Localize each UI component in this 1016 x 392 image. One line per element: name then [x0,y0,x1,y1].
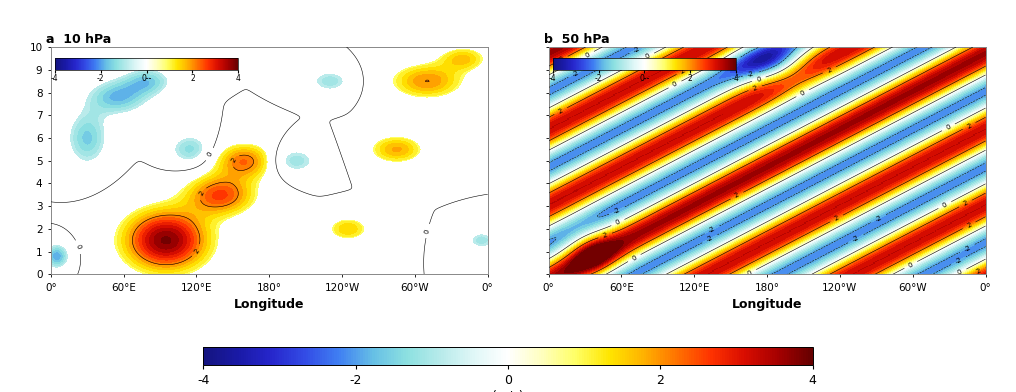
Text: 0: 0 [75,244,82,250]
Text: -2: -2 [707,225,716,234]
Text: a  10 hPa: a 10 hPa [47,33,112,46]
Text: 2: 2 [975,268,982,275]
Text: -2: -2 [571,69,580,78]
Text: -2: -2 [851,234,860,243]
Text: 2: 2 [962,200,969,207]
Text: 0: 0 [206,151,213,158]
Text: -2: -2 [747,70,755,78]
Text: 0: 0 [747,269,753,277]
Text: 0: 0 [644,53,651,60]
Text: -2: -2 [954,256,963,265]
Text: 0: 0 [631,254,638,262]
Text: -2: -2 [613,207,621,215]
Text: 2: 2 [752,85,758,92]
Text: 2: 2 [602,232,609,239]
Text: 2: 2 [680,67,686,75]
Text: 2: 2 [193,247,200,254]
Text: 0: 0 [672,81,679,88]
Text: -2: -2 [705,234,714,243]
Text: 0: 0 [424,228,431,234]
Text: 0: 0 [942,201,948,209]
Text: 0: 0 [615,219,621,226]
Text: 2: 2 [558,56,565,63]
Text: b  50 hPa: b 50 hPa [545,33,610,46]
Text: 2: 2 [230,156,238,163]
Text: 0: 0 [957,269,963,276]
Text: -2: -2 [633,45,641,54]
Text: 2: 2 [833,215,840,222]
Text: -2: -2 [729,58,739,66]
Text: 0: 0 [907,261,914,269]
Text: -2: -2 [963,244,971,252]
Text: 0: 0 [945,123,952,131]
Text: 2: 2 [734,192,741,199]
X-axis label: (m/s): (m/s) [492,389,524,392]
Text: 2: 2 [966,221,972,229]
Text: 0: 0 [800,89,806,97]
X-axis label: Longitude: Longitude [732,298,803,311]
Text: 0: 0 [756,76,762,83]
Text: 2: 2 [198,190,205,197]
Text: 0: 0 [584,51,591,58]
X-axis label: Longitude: Longitude [234,298,305,311]
Text: 2: 2 [826,66,832,74]
Text: 2: 2 [966,122,972,129]
Text: -2: -2 [874,214,883,223]
Text: 2: 2 [558,107,564,115]
